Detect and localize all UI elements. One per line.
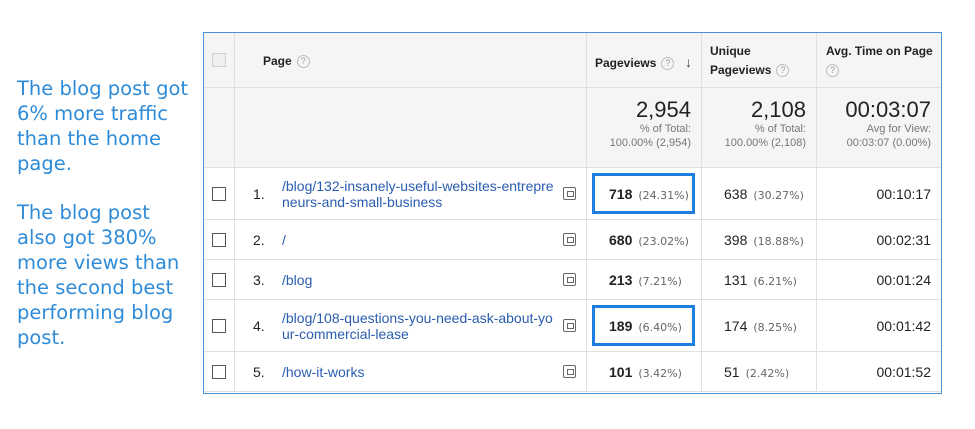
annotation-1: The blog post got 6% more traffic than t… [17, 77, 189, 175]
row-index: 4. [253, 317, 265, 334]
help-icon[interactable]: ? [661, 57, 675, 71]
row-index: 3. [253, 271, 265, 288]
unique-value: 398 [724, 231, 748, 248]
highlight-box [592, 173, 695, 214]
table-row: 1. /blog/132-insanely-useful-websites-en… [204, 168, 941, 220]
highlight-box [592, 305, 695, 346]
unique-column-label-line1: Unique [710, 44, 751, 58]
pageviews-column-label: Pageviews [595, 56, 657, 70]
sort-down-arrow-icon[interactable]: ↓ [685, 54, 692, 70]
unique-value: 51 [724, 363, 740, 380]
table-row: 2. / 680 (23.02%) 398 (18.88%) 00:02:31 [204, 220, 941, 260]
header-avg-time[interactable]: Avg. Time on Page ? [817, 33, 941, 88]
page-link[interactable]: /blog/108-questions-you-need-ask-about-y… [282, 309, 553, 342]
avg-time-value: 00:01:42 [876, 317, 932, 334]
totals-row: 2,954 % of Total: 100.00% (2,954) 2,108 … [204, 88, 941, 168]
open-in-new-window-icon[interactable] [563, 232, 576, 246]
table-row: 3. /blog 213 (7.21%) 131 (6.21%) 00:01:24 [204, 260, 941, 300]
total-unique-value: 2,108 [750, 97, 806, 122]
open-in-new-window-icon[interactable] [563, 318, 576, 332]
table-header: Page? Pageviews? ↓ Unique Pageviews? Avg… [204, 33, 941, 88]
help-icon[interactable]: ? [776, 64, 790, 78]
unique-value: 131 [724, 271, 748, 288]
total-avg-time: 00:03:07 Avg for View: 00:03:07 (0.00%) [817, 88, 941, 168]
open-in-new-window-icon[interactable] [563, 186, 576, 200]
header-select-cell [204, 33, 235, 88]
page-link[interactable]: / [282, 231, 286, 248]
row-checkbox[interactable] [212, 318, 226, 333]
row-checkbox[interactable] [212, 232, 226, 247]
unique-value: 638 [724, 185, 748, 202]
total-pageviews: 2,954 % of Total: 100.00% (2,954) [587, 88, 702, 168]
row-checkbox[interactable] [212, 186, 226, 201]
row-index: 1. [253, 185, 265, 202]
table-row: 5. /how-it-works 101 (3.42%) 51 (2.42%) 00… [204, 352, 941, 392]
row-checkbox[interactable] [212, 364, 226, 379]
page-link[interactable]: /blog [282, 271, 313, 288]
avg-time-value: 00:02:31 [876, 231, 932, 248]
analytics-report-table: Page? Pageviews? ↓ Unique Pageviews? Avg… [203, 32, 942, 394]
annotation-text: The blog post got 6% more traffic than t… [17, 76, 192, 374]
pageviews-value: 101 [609, 363, 633, 380]
row-index: 2. [253, 231, 265, 248]
unique-column-label-line2: Pageviews [710, 63, 772, 77]
page-link[interactable]: /blog/132-insanely-useful-websites-entre… [282, 177, 554, 210]
unique-value: 174 [724, 317, 748, 334]
header-page[interactable]: Page? [235, 33, 587, 88]
total-avg-time-value: 00:03:07 [845, 97, 931, 122]
header-pageviews[interactable]: Pageviews? ↓ [587, 33, 702, 88]
pageviews-value: 680 [609, 231, 633, 248]
page-column-label: Page [263, 54, 292, 68]
annotation-2: The blog post also got 380% more views t… [17, 201, 180, 349]
row-checkbox[interactable] [212, 272, 226, 287]
total-unique: 2,108 % of Total: 100.00% (2,108) [702, 88, 817, 168]
header-unique-pageviews[interactable]: Unique Pageviews? [702, 33, 817, 88]
help-icon[interactable]: ? [296, 55, 310, 69]
avg-time-value: 00:01:52 [876, 363, 932, 380]
avg-time-column-label: Avg. Time on Page [826, 44, 933, 58]
pageviews-value: 189 [609, 317, 633, 334]
page-link[interactable]: /how-it-works [282, 363, 365, 380]
open-in-new-window-icon[interactable] [563, 364, 576, 378]
row-index: 5. [253, 363, 265, 380]
help-icon[interactable]: ? [826, 64, 839, 78]
pageviews-value: 213 [609, 271, 633, 288]
avg-time-value: 00:10:17 [876, 185, 932, 202]
open-in-new-window-icon[interactable] [563, 272, 576, 286]
total-pageviews-value: 2,954 [635, 97, 691, 122]
select-all-checkbox[interactable] [212, 53, 226, 67]
table-row: 4. /blog/108-questions-you-need-ask-abou… [204, 300, 941, 352]
pageviews-value: 718 [609, 185, 633, 202]
avg-time-value: 00:01:24 [876, 271, 932, 288]
